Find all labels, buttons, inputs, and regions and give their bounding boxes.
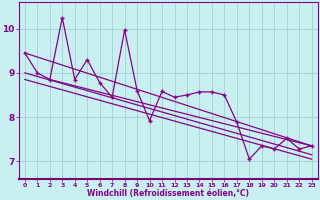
- X-axis label: Windchill (Refroidissement éolien,°C): Windchill (Refroidissement éolien,°C): [87, 189, 249, 198]
